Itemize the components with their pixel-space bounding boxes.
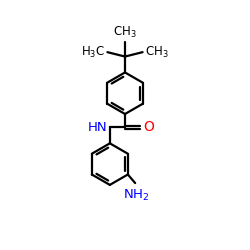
Text: NH$_2$: NH$_2$ xyxy=(123,188,150,203)
Text: CH$_3$: CH$_3$ xyxy=(113,25,137,40)
Text: CH$_3$: CH$_3$ xyxy=(145,44,169,60)
Text: HN: HN xyxy=(87,121,107,134)
Text: H$_3$C: H$_3$C xyxy=(81,44,105,60)
Text: O: O xyxy=(144,120,154,134)
